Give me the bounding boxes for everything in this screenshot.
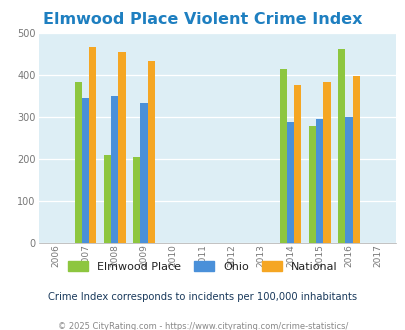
Bar	[294, 85, 301, 243]
Bar	[315, 119, 322, 243]
Bar	[352, 76, 359, 243]
Bar	[140, 103, 147, 243]
Bar	[323, 82, 330, 243]
Bar	[279, 69, 286, 243]
Bar	[147, 61, 155, 243]
Bar	[104, 155, 111, 243]
Bar	[345, 117, 352, 243]
Bar	[133, 157, 140, 243]
Bar	[82, 98, 89, 243]
Bar	[286, 122, 293, 243]
Text: Crime Index corresponds to incidents per 100,000 inhabitants: Crime Index corresponds to incidents per…	[48, 292, 357, 302]
Bar	[337, 49, 344, 243]
Text: © 2025 CityRating.com - https://www.cityrating.com/crime-statistics/: © 2025 CityRating.com - https://www.city…	[58, 322, 347, 330]
Bar	[89, 47, 96, 243]
Text: Elmwood Place Violent Crime Index: Elmwood Place Violent Crime Index	[43, 12, 362, 26]
Bar	[111, 96, 118, 243]
Bar	[118, 52, 125, 243]
Legend: Elmwood Place, Ohio, National: Elmwood Place, Ohio, National	[65, 258, 340, 276]
Bar	[308, 126, 315, 243]
Bar	[75, 82, 81, 243]
